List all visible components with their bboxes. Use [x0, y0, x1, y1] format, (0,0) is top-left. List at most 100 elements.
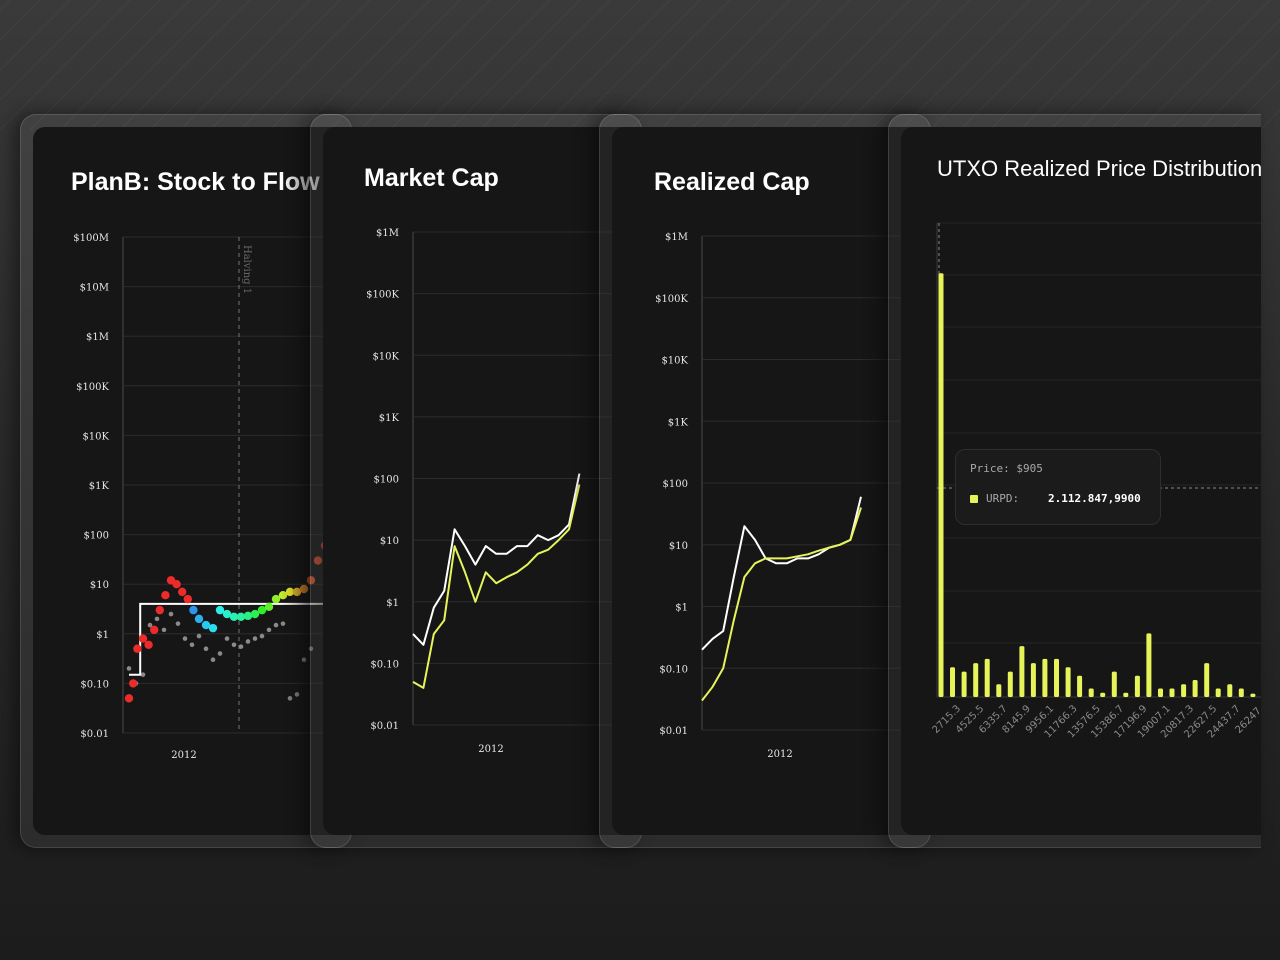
price-dot	[229, 612, 239, 622]
price-dot	[264, 602, 274, 612]
bg-stripe	[419, 0, 551, 131]
bg-stripe	[179, 0, 311, 131]
bg-stripe	[269, 0, 401, 131]
y-tick-label: $10K	[372, 351, 399, 362]
y-tick-label: $0.01	[370, 721, 399, 732]
y-tick-label: $0.01	[659, 726, 688, 737]
bg-stripe	[629, 0, 761, 131]
y-tick-label: $1K	[668, 417, 689, 428]
bg-stripe	[749, 0, 881, 131]
stock-to-flow-plot: $100M $10M $1M $100K $10K $1K $100 $10 $1 $0.10 $0…	[73, 233, 351, 761]
gray-dot	[189, 642, 195, 648]
bg-stripe	[1229, 79, 1280, 131]
gray-dot	[231, 642, 237, 648]
chart-title-market-cap: Market Cap	[364, 164, 499, 192]
gray-dot	[259, 633, 265, 639]
urpd-bar	[1146, 633, 1152, 697]
gray-dot	[224, 636, 230, 641]
tooltip-legend-swatch	[970, 495, 978, 503]
bg-stripe	[89, 0, 221, 131]
urpd-bar	[1204, 663, 1210, 697]
price-dot	[178, 587, 187, 597]
price-dot	[271, 594, 281, 604]
bg-stripe	[599, 0, 731, 131]
gray-dot	[266, 627, 272, 633]
price-dot	[208, 623, 218, 633]
price-dot	[124, 694, 134, 703]
bg-stripe	[1079, 0, 1211, 131]
price-dot	[194, 614, 204, 624]
chart-panel-urpd: UTXO Realized Price Distribution 2715.3 4…	[901, 127, 1261, 835]
series-line-accent	[701, 507, 862, 702]
bg-stripe	[989, 0, 1121, 131]
realized-cap-plot: $1M $100K $10K $1K $100 $10 $1 $0.10 $0.01 2012	[655, 232, 930, 760]
chart-title-urpd: UTXO Realized Price Distribution	[937, 156, 1261, 181]
gray-dot	[294, 692, 300, 697]
price-dot	[133, 644, 142, 653]
gray-dot	[238, 644, 244, 649]
chart-card-market-cap[interactable]: Market Cap $1M $100K $10K $1K $100 $10 $1 $0.10…	[310, 114, 642, 848]
bg-stripe	[119, 0, 251, 131]
bg-stripe	[1169, 19, 1280, 131]
halving-annotation: Halving 1	[241, 245, 252, 294]
y-tick-label: $1M	[86, 332, 109, 343]
y-tick-label: $10	[380, 536, 399, 547]
urpd-bar	[1007, 671, 1013, 697]
y-tick-label: $100K	[76, 382, 109, 393]
bg-stripe	[0, 0, 41, 41]
gray-dot	[245, 639, 251, 644]
urpd-bar	[1042, 658, 1048, 697]
chart-card-stock-to-flow[interactable]: PlanB: Stock to Flow $100M $10M $1M $100K $1…	[20, 114, 352, 848]
gray-dot	[280, 621, 286, 626]
y-tick-label: $1K	[379, 413, 400, 424]
x-tick-label: 2012	[171, 750, 196, 761]
gray-dot	[175, 621, 181, 626]
gray-dot	[161, 627, 167, 633]
urpd-bar	[938, 273, 944, 697]
urpd-bar	[984, 658, 990, 697]
chart-card-urpd[interactable]: UTXO Realized Price Distribution 2715.3 4…	[888, 114, 1261, 848]
price-dot	[189, 605, 198, 615]
bg-stripe	[149, 0, 281, 131]
chart-card-realized-cap[interactable]: Realized Cap $1M $100K $10K $1K $100 $10 $1 $0.…	[599, 114, 931, 848]
x-tick-label: 2012	[478, 744, 503, 755]
chart-title-realized-cap: Realized Cap	[654, 168, 810, 196]
y-tick-label: $100	[663, 479, 688, 490]
price-dot	[129, 679, 138, 688]
y-tick-label: $100	[84, 531, 109, 542]
market-cap-plot: $1M $100K $10K $1K $100 $10 $1 $0.10 $0.01 2012	[366, 228, 641, 755]
bg-stripe	[479, 0, 611, 131]
bg-stripe	[689, 0, 821, 131]
bg-stripe	[869, 0, 1001, 131]
price-dot	[250, 609, 260, 619]
price-dot	[299, 584, 309, 594]
bg-stripe	[359, 0, 491, 131]
y-tick-label: $10K	[82, 431, 109, 442]
gray-dot	[301, 657, 307, 663]
price-dot	[201, 620, 211, 630]
y-tick-label: $100	[374, 475, 399, 486]
y-tick-label: $10K	[661, 356, 688, 367]
bg-stripe	[1139, 0, 1271, 131]
chart-panel-realized-cap: Realized Cap $1M $100K $10K $1K $100 $10 $1 $0.…	[612, 127, 930, 835]
gray-dot	[147, 622, 153, 628]
bg-stripe	[809, 0, 941, 131]
urpd-bar	[1077, 675, 1083, 697]
series-line-white	[412, 473, 581, 646]
chart-panel-stock-to-flow: PlanB: Stock to Flow $100M $10M $1M $100K $1…	[33, 127, 351, 835]
y-tick-label: $1M	[665, 232, 688, 243]
bg-stripe	[1109, 0, 1241, 131]
price-dot	[155, 605, 164, 615]
urpd-bar	[1158, 688, 1163, 697]
urpd-bar	[1227, 684, 1233, 697]
urpd-bar	[961, 671, 967, 697]
bg-stripe	[959, 0, 1091, 131]
gray-dot	[287, 696, 293, 701]
urpd-bar	[996, 684, 1002, 697]
price-dot	[215, 605, 225, 615]
y-tick-label: $100K	[655, 294, 688, 305]
gray-dot	[154, 616, 160, 622]
bg-stripe	[659, 0, 791, 131]
urpd-bar	[1192, 680, 1198, 697]
urpd-bar	[1030, 663, 1036, 697]
